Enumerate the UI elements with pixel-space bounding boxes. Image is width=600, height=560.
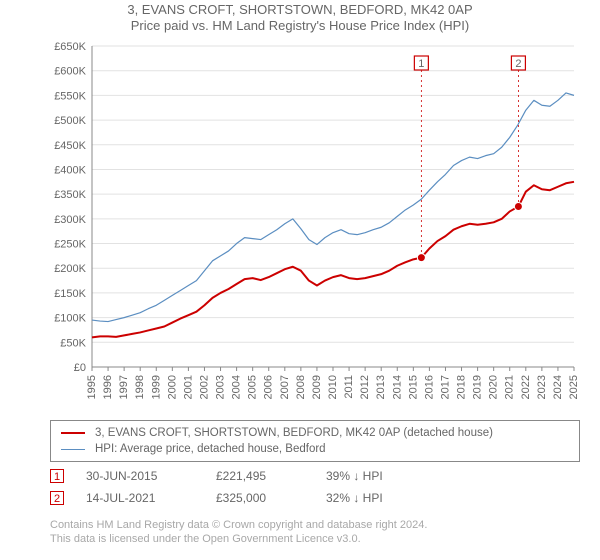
- line-chart: £0 £50K £100K £150K £200K £250K £300K £350K £400…: [50, 42, 580, 407]
- marker-row-2: 2 14-JUL-2021 £325,000 32% ↓ HPI: [50, 487, 580, 509]
- marker-row-1: 1 30-JUN-2015 £221,495 39% ↓ HPI: [50, 465, 580, 487]
- svg-text:1998: 1998: [134, 375, 146, 399]
- svg-text:2013: 2013: [375, 375, 387, 399]
- svg-text:2010: 2010: [327, 375, 339, 399]
- svg-text:£650K: £650K: [54, 42, 86, 53]
- svg-text:2022: 2022: [520, 375, 532, 399]
- svg-text:2025: 2025: [568, 375, 580, 399]
- svg-text:2007: 2007: [279, 375, 291, 399]
- svg-text:2005: 2005: [247, 375, 259, 399]
- svg-text:1996: 1996: [102, 375, 114, 399]
- svg-text:2001: 2001: [182, 375, 194, 399]
- svg-text:£200K: £200K: [54, 263, 86, 275]
- marker-2-date: 14-JUL-2021: [86, 491, 216, 505]
- marker-1-date: 30-JUN-2015: [86, 469, 216, 483]
- legend-label-hpi: HPI: Average price, detached house, Bedf…: [95, 443, 326, 455]
- legend-box: 3, EVANS CROFT, SHORTSTOWN, BEDFORD, MK4…: [50, 420, 580, 462]
- marker-1-price: £221,495: [216, 469, 326, 483]
- svg-text:£150K: £150K: [54, 288, 86, 300]
- legend-row-hpi: HPI: Average price, detached house, Bedf…: [57, 441, 573, 457]
- footer-attribution: Contains HM Land Registry data © Crown c…: [50, 518, 427, 546]
- marker-1-hpi: 39% ↓ HPI: [326, 469, 436, 483]
- svg-text:2021: 2021: [504, 375, 516, 399]
- svg-text:2012: 2012: [359, 375, 371, 399]
- marker-2-hpi: 32% ↓ HPI: [326, 491, 436, 505]
- svg-text:£450K: £450K: [54, 140, 86, 152]
- svg-text:2004: 2004: [231, 375, 243, 399]
- chart-title-block: 3, EVANS CROFT, SHORTSTOWN, BEDFORD, MK4…: [0, 2, 600, 34]
- svg-text:£600K: £600K: [54, 66, 86, 78]
- svg-text:2003: 2003: [215, 375, 227, 399]
- svg-text:2018: 2018: [456, 375, 468, 399]
- chart-svg: £0 £50K £100K £150K £200K £250K £300K £350K £400…: [50, 42, 580, 407]
- svg-text:£550K: £550K: [54, 90, 86, 102]
- svg-text:2: 2: [515, 58, 521, 70]
- footer-line1: Contains HM Land Registry data © Crown c…: [50, 518, 427, 532]
- svg-text:2015: 2015: [407, 375, 419, 399]
- svg-text:£350K: £350K: [54, 189, 86, 201]
- svg-text:1995: 1995: [86, 375, 98, 399]
- svg-text:2006: 2006: [263, 375, 275, 399]
- svg-text:2024: 2024: [552, 375, 564, 399]
- chart-title-line2: Price paid vs. HM Land Registry's House …: [0, 18, 600, 34]
- svg-text:2009: 2009: [311, 375, 323, 399]
- svg-text:2019: 2019: [472, 375, 484, 399]
- legend-swatch-hpi: [61, 449, 85, 450]
- chart-title-line1: 3, EVANS CROFT, SHORTSTOWN, BEDFORD, MK4…: [0, 2, 600, 18]
- marker-badge-2: 2: [50, 491, 64, 505]
- marker-details-table: 1 30-JUN-2015 £221,495 39% ↓ HPI 2 14-JU…: [50, 465, 580, 509]
- svg-text:2011: 2011: [343, 375, 355, 399]
- svg-text:1: 1: [418, 58, 424, 70]
- legend-label-subject: 3, EVANS CROFT, SHORTSTOWN, BEDFORD, MK4…: [95, 427, 493, 439]
- svg-text:2000: 2000: [166, 375, 178, 399]
- svg-text:2002: 2002: [198, 375, 210, 399]
- svg-text:£500K: £500K: [54, 115, 86, 127]
- marker-badge-1: 1: [50, 469, 64, 483]
- svg-text:2023: 2023: [536, 375, 548, 399]
- legend-swatch-subject: [61, 432, 85, 434]
- svg-text:2008: 2008: [295, 375, 307, 399]
- legend-row-subject: 3, EVANS CROFT, SHORTSTOWN, BEDFORD, MK4…: [57, 425, 573, 441]
- svg-text:1997: 1997: [118, 375, 130, 399]
- svg-text:2020: 2020: [488, 375, 500, 399]
- svg-text:£300K: £300K: [54, 214, 86, 226]
- svg-text:2016: 2016: [423, 375, 435, 399]
- footer-line2: This data is licensed under the Open Gov…: [50, 532, 427, 546]
- svg-text:2017: 2017: [439, 375, 451, 399]
- svg-text:£100K: £100K: [54, 313, 86, 325]
- svg-text:1999: 1999: [150, 375, 162, 399]
- marker-2-price: £325,000: [216, 491, 326, 505]
- svg-text:£250K: £250K: [54, 239, 86, 251]
- svg-text:2014: 2014: [391, 375, 403, 399]
- svg-text:£0: £0: [74, 362, 86, 374]
- svg-text:£50K: £50K: [60, 337, 86, 349]
- svg-text:£400K: £400K: [54, 164, 86, 176]
